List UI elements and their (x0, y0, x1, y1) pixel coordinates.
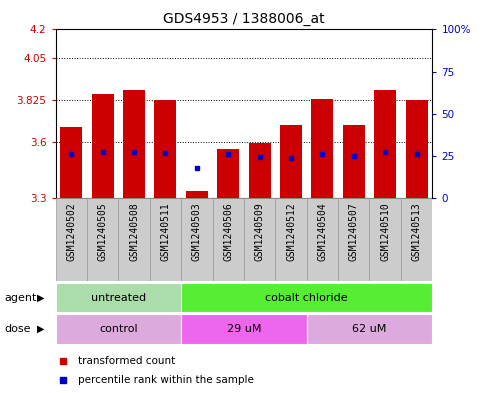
Text: GSM1240507: GSM1240507 (349, 203, 359, 261)
Bar (401, 198, 432, 281)
Bar (217, 149, 239, 198)
Text: GSM1240504: GSM1240504 (317, 203, 327, 261)
Bar (123, 90, 145, 198)
Text: control: control (99, 324, 138, 334)
Bar (213, 198, 244, 281)
Text: ▶: ▶ (37, 293, 45, 303)
Bar (406, 100, 427, 198)
Text: percentile rank within the sample: percentile rank within the sample (78, 375, 254, 386)
Bar (338, 198, 369, 281)
Text: 29 uM: 29 uM (227, 324, 261, 334)
Bar (56, 198, 87, 281)
Bar (343, 125, 365, 198)
Text: GSM1240502: GSM1240502 (66, 203, 76, 261)
Text: GSM1240505: GSM1240505 (98, 203, 108, 261)
Bar (307, 198, 338, 281)
Bar (374, 90, 396, 198)
Bar (181, 283, 432, 312)
Bar (312, 99, 333, 198)
Bar (56, 314, 181, 344)
Text: transformed count: transformed count (78, 356, 175, 366)
Text: GSM1240512: GSM1240512 (286, 203, 296, 261)
Bar (307, 314, 432, 344)
Text: GSM1240503: GSM1240503 (192, 203, 202, 261)
Bar (118, 198, 150, 281)
Text: GSM1240510: GSM1240510 (380, 203, 390, 261)
Bar (181, 198, 213, 281)
Bar (369, 198, 401, 281)
Bar (92, 94, 114, 198)
Text: ▶: ▶ (37, 324, 45, 334)
Bar (249, 143, 270, 198)
Text: 62 uM: 62 uM (352, 324, 387, 334)
Bar (60, 127, 82, 198)
Text: untreated: untreated (91, 293, 146, 303)
Text: cobalt chloride: cobalt chloride (265, 293, 348, 303)
Bar (56, 283, 181, 312)
Text: dose: dose (5, 324, 31, 334)
Bar (181, 314, 307, 344)
Bar (244, 198, 275, 281)
Bar (87, 198, 118, 281)
Bar (280, 125, 302, 198)
Text: GSM1240506: GSM1240506 (223, 203, 233, 261)
Bar (155, 100, 176, 198)
Text: GSM1240509: GSM1240509 (255, 203, 265, 261)
Bar (186, 191, 208, 198)
Bar (150, 198, 181, 281)
Text: GSM1240511: GSM1240511 (160, 203, 170, 261)
Text: GSM1240508: GSM1240508 (129, 203, 139, 261)
Text: agent: agent (5, 293, 37, 303)
Text: GSM1240513: GSM1240513 (412, 203, 422, 261)
Title: GDS4953 / 1388006_at: GDS4953 / 1388006_at (163, 12, 325, 26)
Bar (275, 198, 307, 281)
